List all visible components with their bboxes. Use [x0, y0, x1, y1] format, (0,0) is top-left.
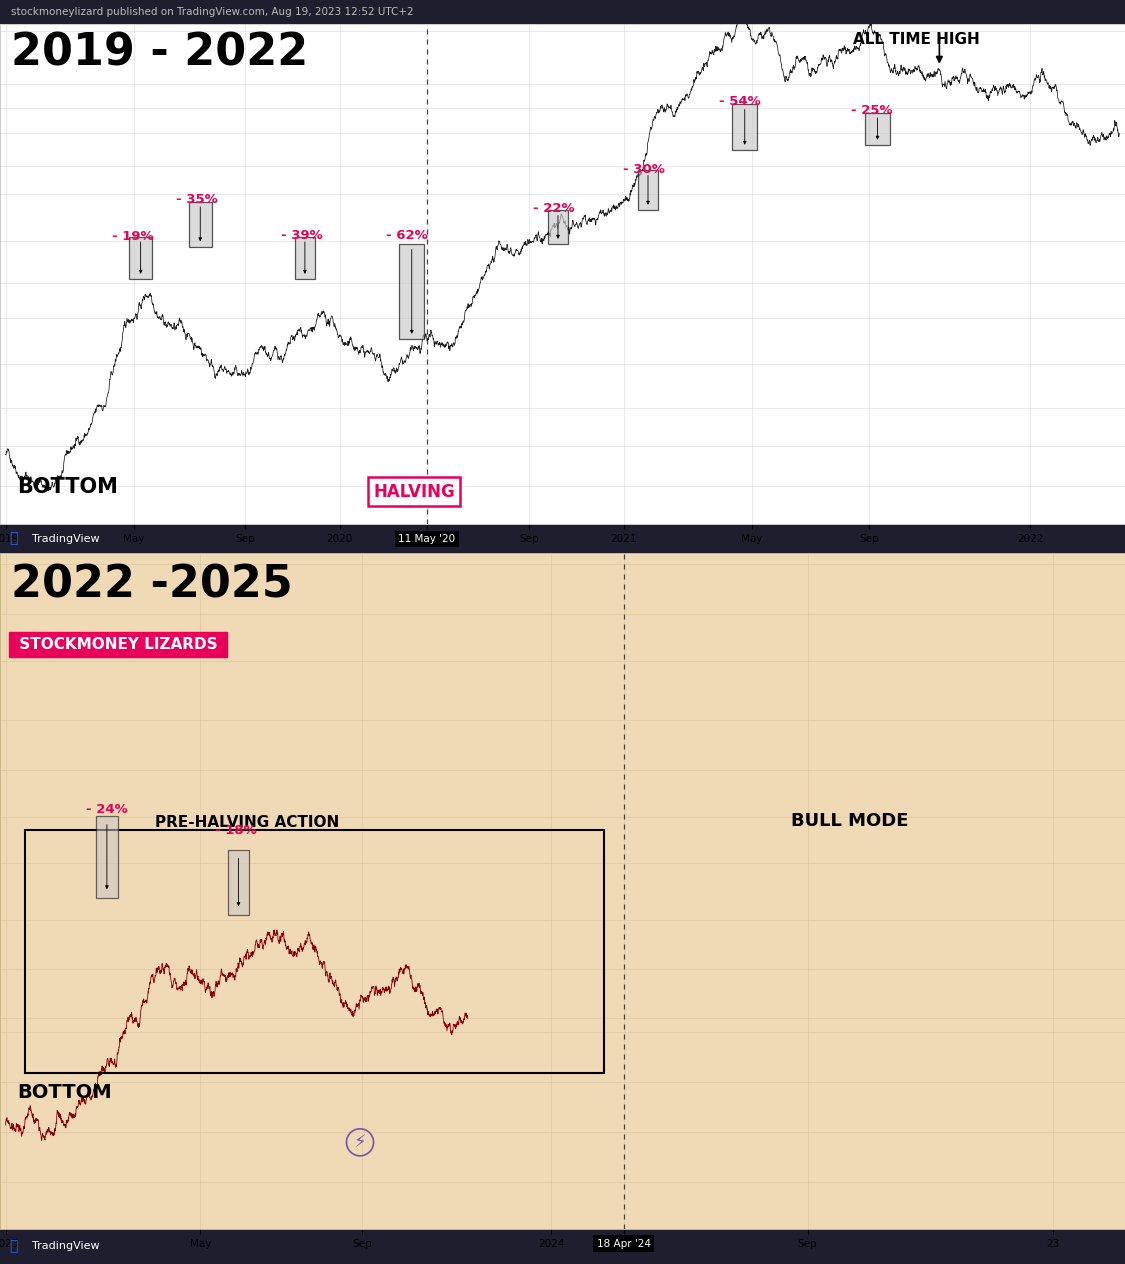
FancyBboxPatch shape — [732, 104, 757, 150]
Text: HALVING: HALVING — [374, 483, 454, 501]
FancyBboxPatch shape — [548, 210, 568, 244]
Text: ⧉: ⧉ — [9, 1240, 17, 1254]
Text: STOCKMONEY LIZARDS: STOCKMONEY LIZARDS — [14, 637, 223, 652]
Text: - 19%: - 19% — [112, 230, 153, 243]
Text: BOTTOM: BOTTOM — [17, 1083, 111, 1102]
Text: stockmoneylizard published on TradingView.com, Aug 19, 2023 12:52 UTC+2: stockmoneylizard published on TradingVie… — [11, 8, 414, 18]
FancyBboxPatch shape — [189, 202, 212, 246]
FancyBboxPatch shape — [638, 171, 658, 210]
Text: - 39%: - 39% — [280, 229, 323, 241]
FancyBboxPatch shape — [228, 851, 249, 915]
Text: - 24%: - 24% — [86, 803, 128, 817]
Text: ⧉: ⧉ — [9, 532, 17, 546]
Text: TradingView: TradingView — [32, 1241, 99, 1251]
Text: ALL TIME HIGH: ALL TIME HIGH — [854, 32, 980, 47]
Text: - 25%: - 25% — [852, 104, 893, 116]
Text: BOTTOM: BOTTOM — [17, 477, 118, 497]
Text: BULL MODE: BULL MODE — [791, 811, 908, 830]
Text: 2019 - 2022: 2019 - 2022 — [11, 32, 308, 75]
Text: - 62%: - 62% — [386, 229, 429, 241]
FancyBboxPatch shape — [96, 817, 118, 897]
Text: 2022 -2025: 2022 -2025 — [11, 562, 292, 605]
FancyBboxPatch shape — [865, 112, 890, 145]
FancyBboxPatch shape — [399, 244, 424, 339]
Text: - 35%: - 35% — [176, 192, 218, 206]
Text: TradingView: TradingView — [32, 533, 99, 544]
Text: - 54%: - 54% — [719, 95, 762, 109]
FancyBboxPatch shape — [129, 236, 152, 279]
Text: - 30%: - 30% — [622, 163, 665, 176]
Text: ⚡: ⚡ — [353, 1134, 367, 1152]
Text: PRE-HALVING ACTION: PRE-HALVING ACTION — [155, 815, 340, 830]
FancyBboxPatch shape — [295, 236, 315, 279]
Text: - 18%: - 18% — [215, 824, 258, 837]
Text: - 22%: - 22% — [533, 202, 575, 215]
